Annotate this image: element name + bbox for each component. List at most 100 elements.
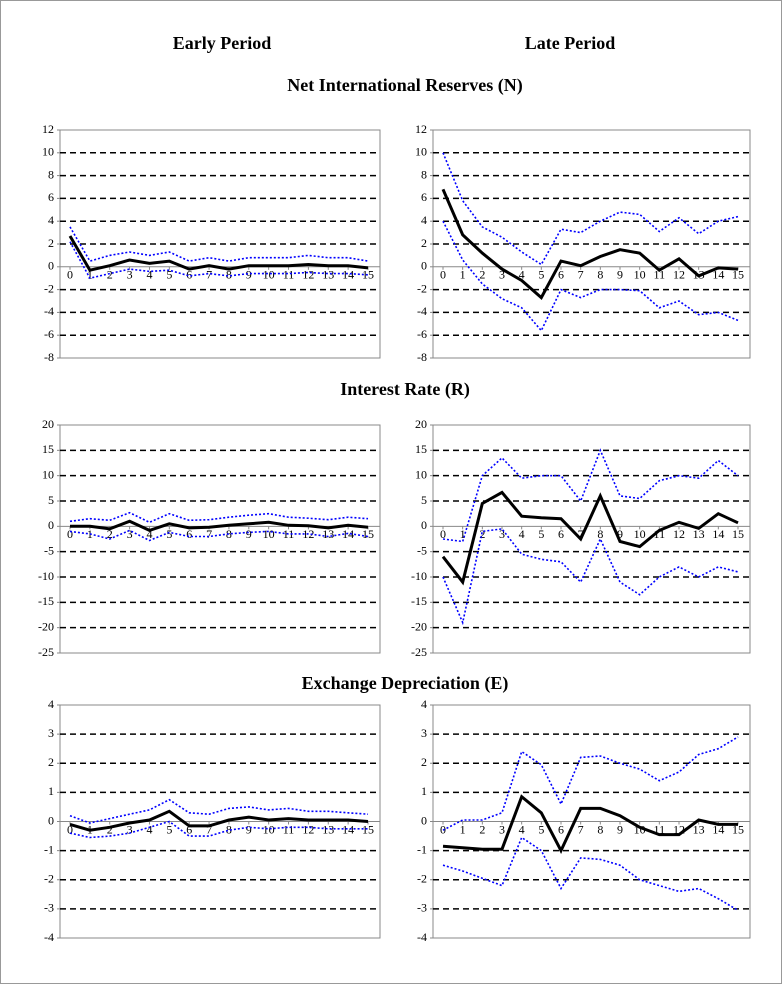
- y-tick-label: 0: [421, 518, 427, 532]
- section-title: Interest Rate (R): [340, 379, 470, 400]
- y-tick-label: 10: [42, 467, 54, 481]
- x-tick-label: 4: [519, 268, 525, 282]
- x-tick-label: 9: [617, 527, 623, 541]
- y-tick-label: 6: [421, 190, 427, 204]
- y-tick-label: 8: [48, 167, 54, 181]
- x-tick-label: 4: [519, 822, 525, 836]
- x-tick-label: 14: [342, 822, 354, 836]
- x-tick-label: 12: [673, 527, 685, 541]
- x-tick-label: 3: [499, 268, 505, 282]
- y-tick-label: -6: [417, 327, 427, 341]
- x-tick-label: 1: [460, 268, 466, 282]
- y-tick-label: -1: [44, 842, 54, 856]
- y-tick-label: 4: [421, 213, 427, 227]
- x-tick-label: 7: [578, 822, 584, 836]
- y-tick-label: -5: [44, 543, 54, 557]
- band-line: [442, 736, 739, 831]
- x-tick-label: 3: [127, 527, 133, 541]
- y-tick-label: 2: [421, 755, 427, 769]
- y-tick-label: -15: [411, 594, 427, 608]
- y-tick-label: 4: [421, 697, 427, 711]
- x-tick-label: 1: [460, 822, 466, 836]
- y-tick-label: -6: [44, 327, 54, 341]
- band-line: [442, 220, 739, 333]
- x-tick-label: 4: [146, 822, 152, 836]
- y-tick-label: -20: [411, 619, 427, 633]
- y-tick-label: -4: [44, 930, 54, 944]
- band-line: [442, 448, 739, 543]
- x-tick-label: 8: [226, 268, 232, 282]
- x-tick-label: 13: [322, 527, 334, 541]
- band-line: [442, 836, 739, 911]
- estimate-line: [441, 490, 739, 586]
- x-tick-label: 0: [67, 822, 73, 836]
- y-tick-label: -4: [44, 304, 54, 318]
- x-tick-label: 7: [578, 527, 584, 541]
- y-tick-label: -8: [44, 350, 54, 364]
- x-tick-label: 15: [362, 268, 374, 282]
- y-tick-label: 10: [415, 145, 427, 159]
- y-tick-label: -3: [44, 901, 54, 915]
- x-tick-label: 1: [460, 527, 466, 541]
- x-tick-label: 3: [499, 527, 505, 541]
- x-tick-label: 9: [617, 268, 623, 282]
- x-tick-label: 4: [519, 527, 525, 541]
- x-tick-label: 7: [578, 268, 584, 282]
- x-tick-label: 5: [166, 268, 172, 282]
- x-tick-label: 6: [186, 822, 192, 836]
- y-tick-label: 5: [421, 493, 427, 507]
- y-tick-label: -10: [38, 569, 54, 583]
- x-tick-label: 3: [127, 822, 133, 836]
- x-tick-label: 2: [107, 527, 113, 541]
- x-tick-label: 9: [246, 527, 252, 541]
- band-line: [442, 152, 739, 266]
- y-tick-label: -4: [417, 304, 427, 318]
- x-tick-label: 4: [146, 527, 152, 541]
- x-tick-label: 0: [440, 268, 446, 282]
- y-tick-label: 3: [421, 726, 427, 740]
- x-tick-label: 8: [226, 822, 232, 836]
- x-tick-label: 13: [322, 822, 334, 836]
- x-tick-label: 0: [440, 822, 446, 836]
- x-tick-label: 10: [263, 268, 275, 282]
- x-tick-label: 15: [362, 527, 374, 541]
- band-line: [69, 226, 369, 263]
- x-tick-label: 0: [440, 527, 446, 541]
- x-tick-label: 2: [479, 268, 485, 282]
- y-tick-label: 2: [421, 236, 427, 250]
- y-tick-label: -25: [38, 645, 54, 659]
- x-tick-label: 5: [166, 822, 172, 836]
- y-tick-label: 4: [48, 697, 54, 711]
- x-tick-label: 6: [186, 527, 192, 541]
- estimate-line: [70, 519, 369, 533]
- x-tick-label: 7: [206, 822, 212, 836]
- y-tick-label: -2: [44, 281, 54, 295]
- x-tick-label: 0: [67, 268, 73, 282]
- y-tick-label: -2: [44, 872, 54, 886]
- x-tick-label: 7: [206, 268, 212, 282]
- x-tick-label: 3: [499, 822, 505, 836]
- y-tick-label: 2: [48, 755, 54, 769]
- x-tick-label: 5: [538, 268, 544, 282]
- y-tick-label: 10: [42, 145, 54, 159]
- y-tick-label: 1: [421, 784, 427, 798]
- section-title: Exchange Depreciation (E): [302, 673, 509, 694]
- x-tick-label: 12: [673, 268, 685, 282]
- x-tick-label: 0: [67, 527, 73, 541]
- band-line: [69, 241, 369, 280]
- x-tick-label: 5: [538, 527, 544, 541]
- estimate-line: [441, 188, 739, 300]
- y-tick-label: 10: [415, 467, 427, 481]
- x-tick-label: 2: [479, 822, 485, 836]
- x-tick-label: 14: [712, 527, 724, 541]
- y-tick-label: -2: [417, 872, 427, 886]
- x-tick-label: 1: [87, 268, 93, 282]
- band-line: [442, 528, 739, 626]
- x-tick-label: 10: [634, 527, 646, 541]
- x-tick-label: 12: [302, 268, 314, 282]
- y-tick-label: -1: [417, 842, 427, 856]
- section-title: Net International Reserves (N): [287, 75, 522, 96]
- column-header: Early Period: [173, 33, 271, 53]
- y-tick-label: -10: [411, 569, 427, 583]
